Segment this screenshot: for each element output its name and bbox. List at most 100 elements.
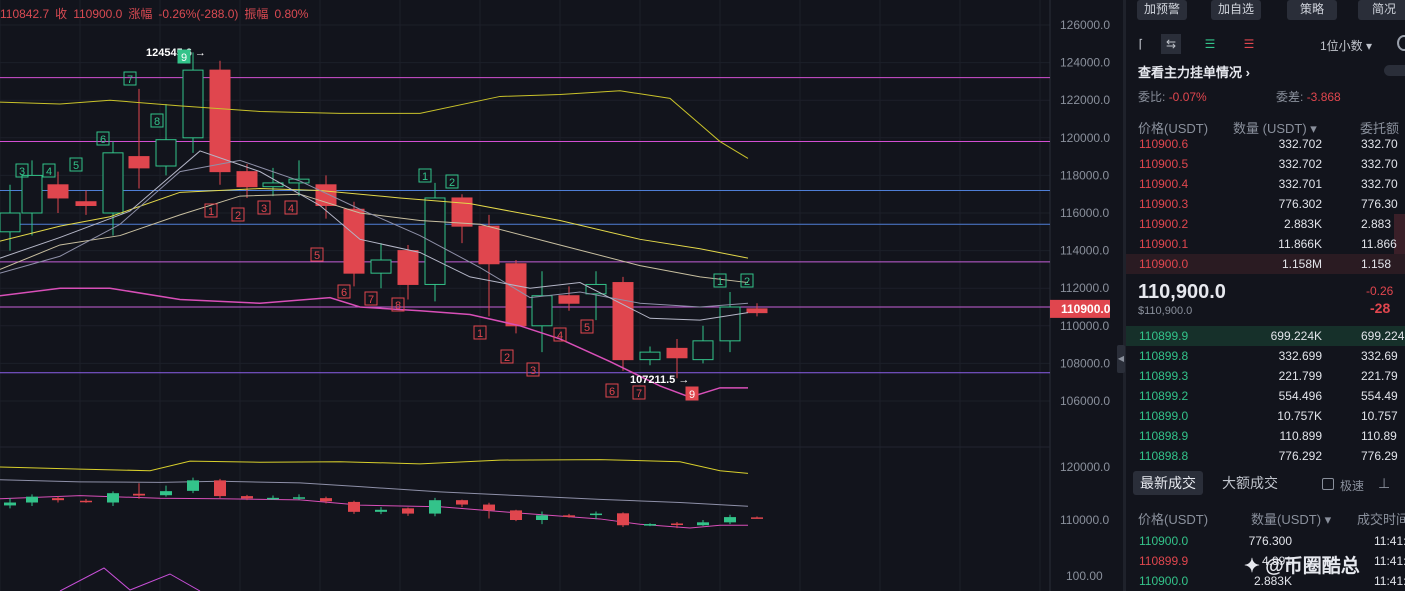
bid-price: 110899.9	[1139, 329, 1189, 343]
candle-body[interactable]	[719, 306, 741, 342]
current-price-label: 110900.0	[1061, 302, 1111, 316]
chevron-right-icon: ›	[1245, 65, 1250, 80]
td-down-marker-box	[284, 200, 298, 215]
bid-row[interactable]: 110898.9 110.899 110.89	[1126, 426, 1405, 446]
candle-body[interactable]	[75, 201, 97, 206]
td-up-marker-box	[713, 273, 727, 288]
kline-chart-svg[interactable]: 126000.0 124000.0 122000.0 120000.0 118000.0…	[0, 0, 1125, 591]
filter-icon[interactable]: ⊥	[1378, 475, 1391, 491]
ask-total: 11.866	[1361, 237, 1397, 251]
ask-row[interactable]: 110900.5 332.702 332.70	[1126, 154, 1405, 174]
ask-row[interactable]: 110900.3 776.302 776.30	[1126, 194, 1405, 214]
td-up-marker-box	[418, 168, 432, 183]
candle-body[interactable]	[0, 212, 21, 233]
bid-row[interactable]: 110899.0 10.757K 10.757	[1126, 406, 1405, 426]
lower-candle-body	[241, 496, 253, 499]
td-down-marker-box	[204, 203, 218, 218]
layout-split-icon[interactable]: ⇆	[1161, 34, 1181, 54]
td-down-marker-box	[580, 319, 594, 334]
candle-body[interactable]	[666, 347, 688, 359]
bid-price: 110899.0	[1139, 409, 1189, 423]
td-down-marker-label: 2	[235, 210, 241, 222]
td-up-marker-box	[123, 71, 137, 86]
candle-body[interactable]	[236, 171, 258, 188]
ask-row[interactable]: 110900.0 1.158M 1.158	[1126, 254, 1405, 274]
tab-large-trades[interactable]: 大额成交	[1222, 475, 1278, 491]
candle-body[interactable]	[21, 174, 43, 214]
candle-body[interactable]	[182, 69, 204, 139]
td-up-marker-box	[445, 174, 459, 189]
trade-qty-header[interactable]: 数量(USDT) ▾	[1251, 509, 1331, 528]
candle-body[interactable]	[505, 263, 527, 327]
orderbook-title[interactable]: 查看主力挂单情况 ›	[1138, 62, 1250, 81]
bid-row[interactable]: 110899.3 221.799 221.79	[1126, 366, 1405, 386]
layout-asks-icon[interactable]: ☰	[1243, 37, 1255, 51]
mid-price: 110,900.0	[1138, 281, 1226, 303]
candle-body[interactable]	[343, 208, 365, 274]
bid-row[interactable]: 110899.2 554.496 554.49	[1126, 386, 1405, 406]
strategy-button[interactable]: 策略	[1287, 0, 1337, 20]
add-alert-button[interactable]: 加预警	[1137, 0, 1187, 20]
ask-row[interactable]: 110900.1 11.866K 11.866	[1126, 234, 1405, 254]
candle-body[interactable]	[639, 351, 661, 361]
layout-bids-icon[interactable]: ☰	[1204, 37, 1216, 51]
precision-select[interactable]: 1位小数 ▾	[1320, 37, 1372, 54]
commission-diff: 委差: -3.868	[1276, 88, 1341, 105]
change-value: -0.26%(-288.0)	[158, 7, 239, 21]
kline-chart[interactable]: 126000.0 124000.0 122000.0 120000.0 118000.0…	[0, 0, 1125, 591]
settings-icon[interactable]	[1397, 35, 1405, 51]
candle-body[interactable]	[370, 259, 392, 274]
layout-both-icon[interactable]: ⌈	[1138, 37, 1144, 51]
collapse-panel-button[interactable]: ◀	[1117, 345, 1125, 373]
ratio-label: 委比:	[1138, 90, 1166, 104]
ask-qty: 332.701	[1278, 177, 1322, 191]
candle-body[interactable]	[451, 197, 473, 227]
candle-body[interactable]	[692, 340, 714, 361]
bid-total: 699.224	[1361, 329, 1405, 343]
col-qty-header[interactable]: 数量 (USDT) ▾	[1233, 118, 1317, 137]
ask-row[interactable]: 110900.6 332.702 332.70	[1126, 134, 1405, 154]
candle-body[interactable]	[47, 184, 69, 199]
lower-axis-label: 110000.0	[1060, 513, 1109, 527]
candle-body[interactable]	[478, 225, 500, 265]
candle-body[interactable]	[128, 156, 150, 169]
fast-checkbox[interactable]	[1322, 478, 1334, 490]
bid-total: 554.49	[1361, 389, 1398, 403]
candle-body[interactable]	[397, 250, 419, 285]
candle-body[interactable]	[155, 139, 177, 167]
lower-axis-label: 120000.0	[1060, 460, 1110, 474]
ask-row[interactable]: 110900.4 332.701 332.70	[1126, 174, 1405, 194]
td-down-marker-label: 5	[584, 322, 590, 334]
candle-body[interactable]	[209, 69, 231, 173]
candle-body[interactable]	[531, 295, 553, 327]
lower-candle-body	[107, 493, 119, 503]
lower-candle-body	[617, 513, 629, 526]
ask-row[interactable]: 110900.2 2.883K 2.883	[1126, 214, 1405, 234]
bid-total: 110.89	[1361, 429, 1397, 443]
tab-latest-trades[interactable]: 最新成交	[1133, 471, 1203, 495]
price-axis-label: 116000.0	[1060, 206, 1109, 220]
orderbook-toggle[interactable]	[1384, 65, 1405, 76]
panel-divider[interactable]	[1123, 0, 1126, 591]
ask-price: 110900.2	[1139, 217, 1189, 231]
add-watchlist-button[interactable]: 加自选	[1211, 0, 1261, 20]
ask-qty: 1.158M	[1281, 257, 1322, 271]
candle-body[interactable]	[612, 282, 634, 361]
candle-body[interactable]	[102, 152, 124, 214]
bid-row[interactable]: 110899.9 699.224K 699.224	[1126, 326, 1405, 346]
bid-row[interactable]: 110898.8 776.292 776.29	[1126, 446, 1405, 466]
lower-candle-body	[536, 515, 548, 520]
ma-line-3	[0, 150, 749, 321]
td-down-marker-label: 1	[477, 328, 483, 340]
bid-qty: 776.292	[1278, 449, 1322, 463]
candle-body[interactable]	[585, 283, 607, 295]
ask-qty: 332.702	[1278, 137, 1322, 151]
candle-body[interactable]	[746, 308, 768, 314]
lower-candle-body	[267, 497, 279, 500]
bid-row[interactable]: 110899.8 332.699 332.69	[1126, 346, 1405, 366]
candle-body[interactable]	[424, 197, 446, 285]
overview-button[interactable]: 简况	[1358, 0, 1405, 20]
td-up-marker-box	[42, 163, 56, 178]
mid-percent: -0.26	[1366, 284, 1394, 298]
candle-body[interactable]	[558, 295, 580, 304]
